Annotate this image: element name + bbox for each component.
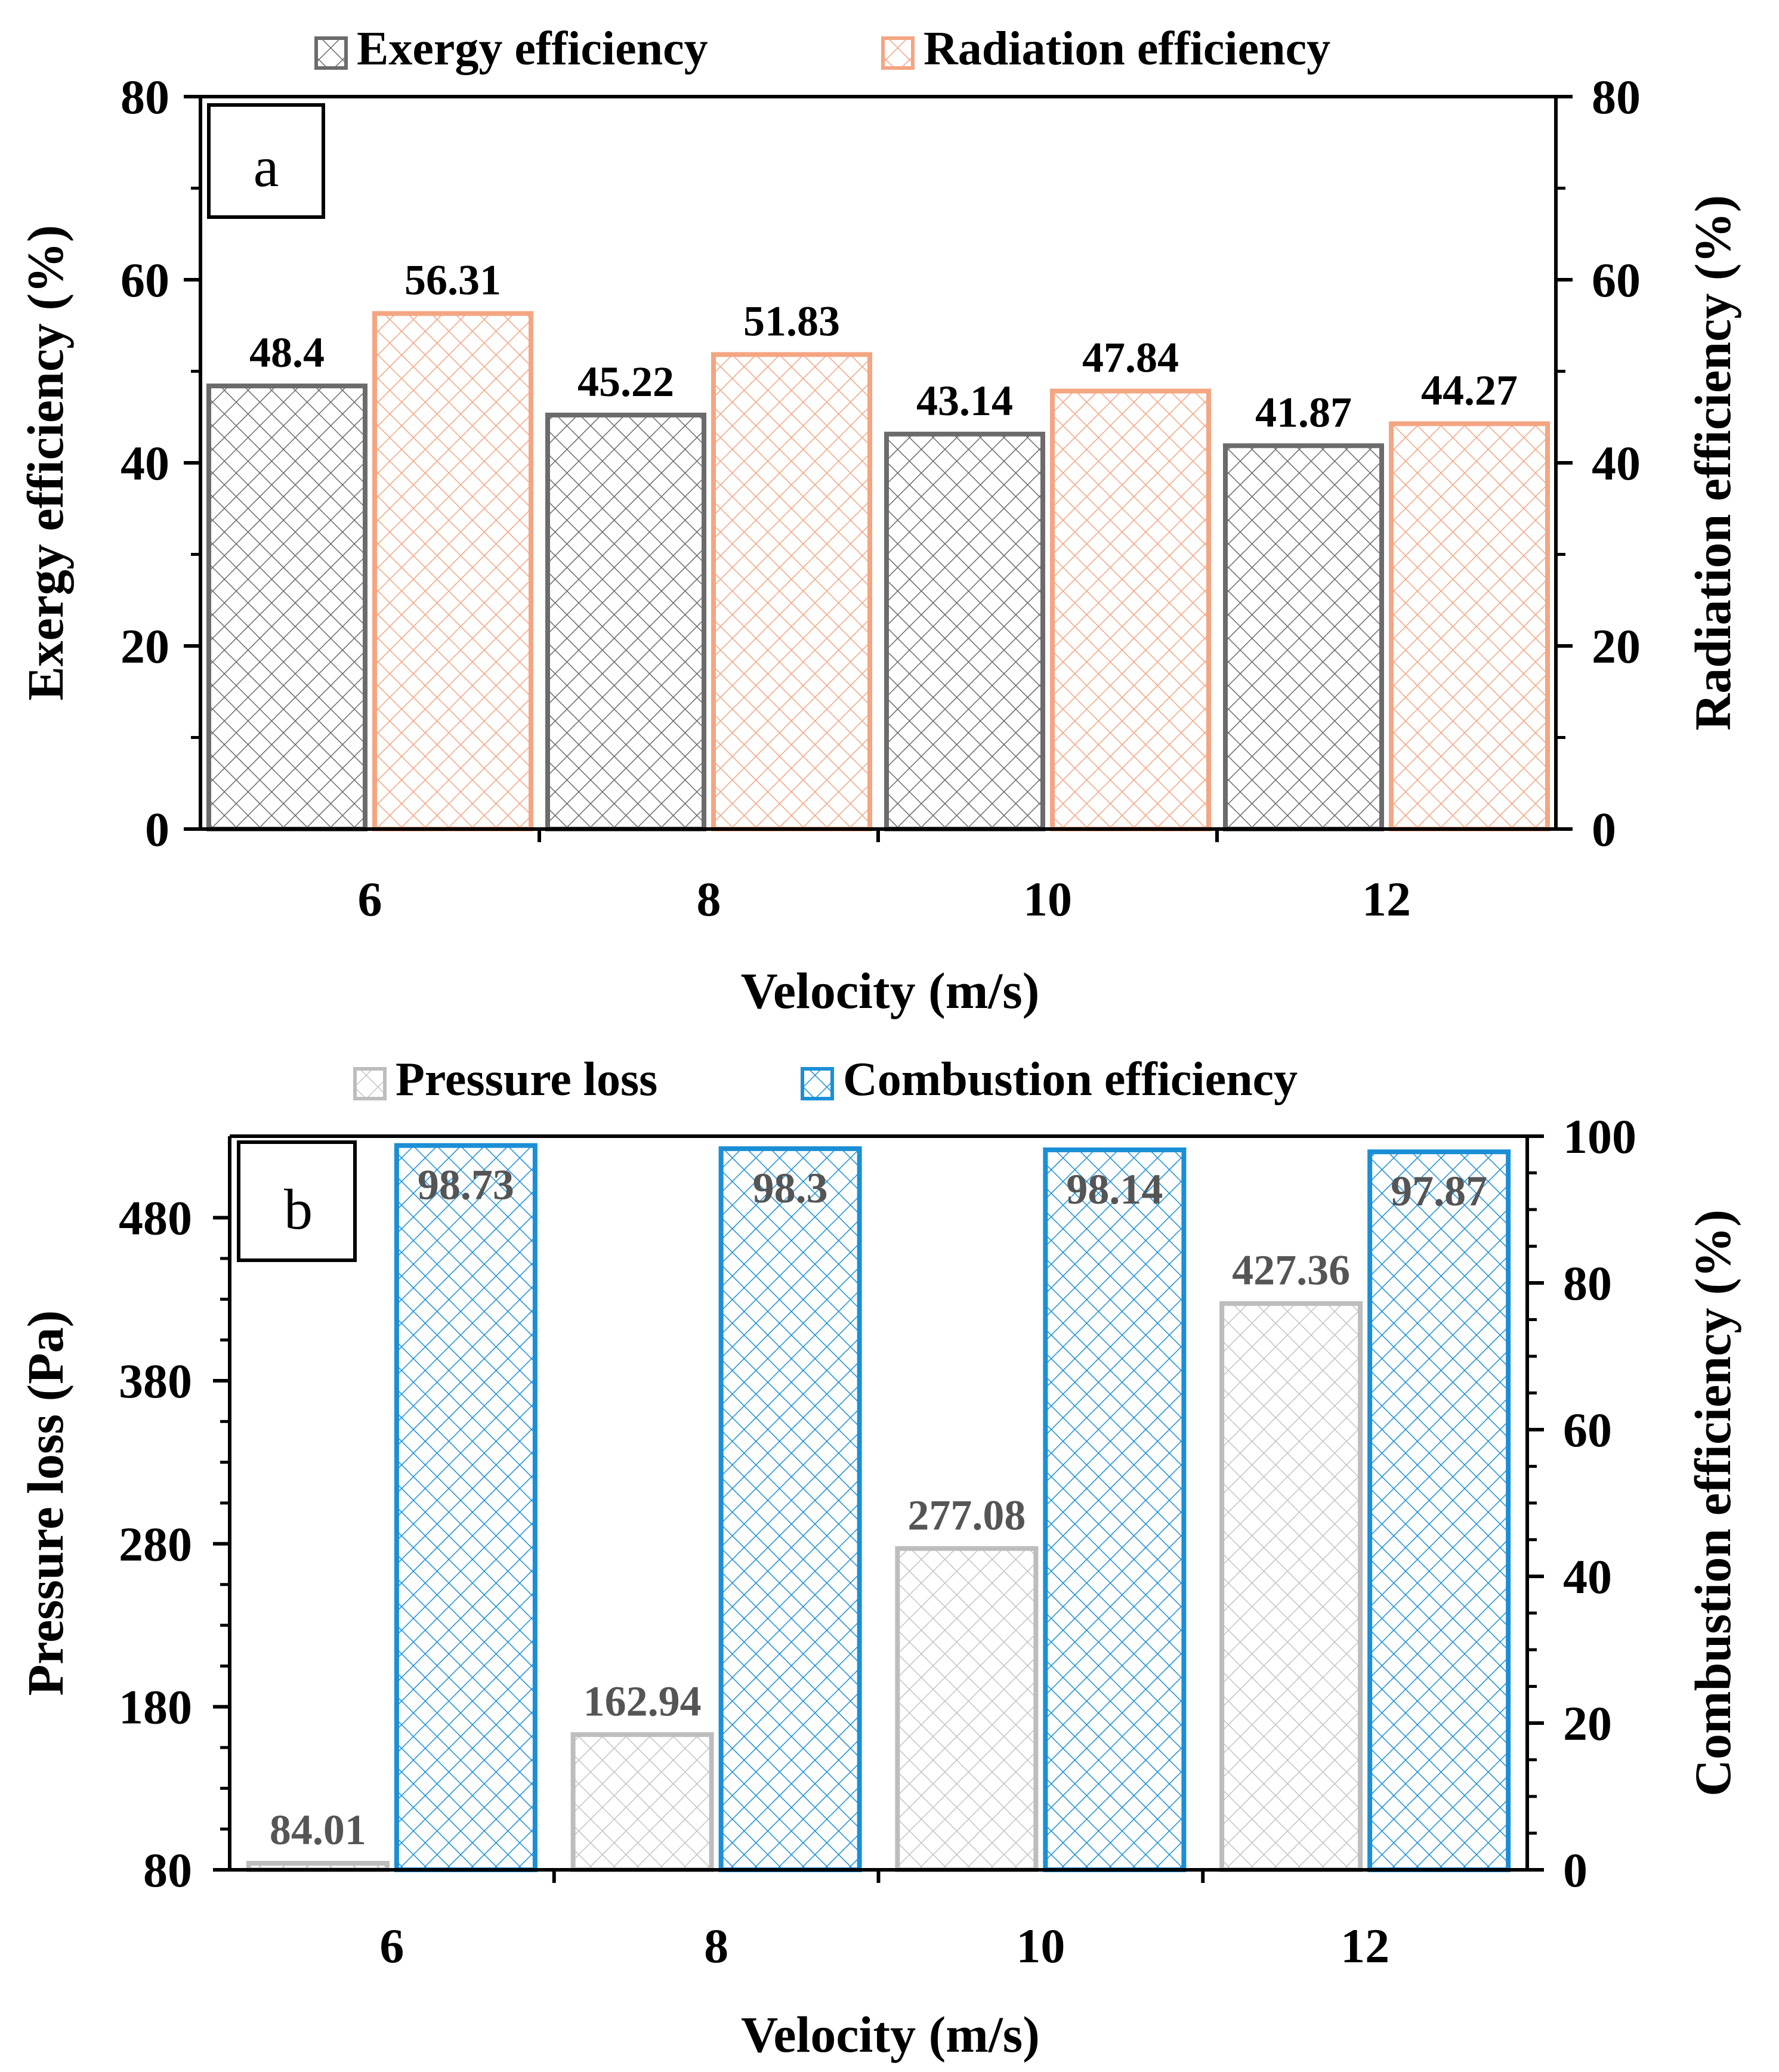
bar-exergy-efficiency-10 bbox=[884, 431, 1045, 831]
data-label: 41.87 bbox=[1255, 388, 1352, 436]
x-tick-label: 10 bbox=[1023, 872, 1072, 926]
data-label: 44.27 bbox=[1421, 366, 1518, 414]
data-label: 97.87 bbox=[1391, 1167, 1487, 1215]
data-label: 56.31 bbox=[404, 256, 501, 304]
data-label: 98.73 bbox=[418, 1161, 514, 1209]
bar-combustion-efficiency-8 bbox=[718, 1146, 862, 1872]
x-tick-label: 6 bbox=[358, 872, 382, 926]
panel-label: a bbox=[254, 135, 279, 199]
bar-radiation-efficiency-8 bbox=[711, 352, 872, 831]
data-label: 47.84 bbox=[1082, 334, 1179, 382]
x-tick-label: 10 bbox=[1016, 1919, 1065, 1973]
bar-pressure-loss-12 bbox=[1219, 1301, 1363, 1872]
bar-combustion-efficiency-12 bbox=[1367, 1149, 1511, 1872]
bar-radiation-efficiency-6 bbox=[372, 311, 533, 831]
y-tick-label-left: 40 bbox=[121, 436, 169, 490]
bar-combustion-efficiency-6 bbox=[394, 1143, 538, 1872]
bar-exergy-efficiency-8 bbox=[545, 412, 706, 831]
y-tick-label-right: 80 bbox=[1592, 70, 1641, 124]
y-tick-label-right: 40 bbox=[1592, 436, 1641, 490]
x-tick-label: 6 bbox=[379, 1919, 404, 1973]
data-label: 45.22 bbox=[577, 358, 674, 406]
data-label: 48.4 bbox=[249, 329, 325, 376]
y-axis-title-right: Radiation efficiency (%) bbox=[1684, 195, 1741, 731]
data-label: 98.3 bbox=[753, 1164, 828, 1212]
y-tick-label-right: 40 bbox=[1563, 1550, 1612, 1604]
y-axis-title-right: Combustion efficiency (%) bbox=[1684, 1210, 1741, 1796]
y-tick-label-right: 0 bbox=[1563, 1843, 1587, 1897]
bar-pressure-loss-8 bbox=[570, 1732, 714, 1873]
x-tick-label: 12 bbox=[1362, 872, 1411, 926]
bar-combustion-efficiency-10 bbox=[1043, 1147, 1187, 1872]
data-label: 98.14 bbox=[1066, 1165, 1163, 1213]
y-tick-label-left: 180 bbox=[119, 1680, 192, 1734]
y-tick-label-right: 0 bbox=[1592, 802, 1616, 856]
legend-swatch-right bbox=[881, 36, 915, 70]
y-tick-label-left: 20 bbox=[121, 619, 169, 673]
data-label: 162.94 bbox=[583, 1677, 702, 1725]
legend-label-left: Pressure loss bbox=[396, 1053, 657, 1106]
y-axis-title-left: Pressure loss (Pa) bbox=[17, 1310, 74, 1696]
x-tick-label: 8 bbox=[704, 1919, 728, 1973]
y-tick-label-left: 280 bbox=[119, 1517, 192, 1571]
panel-label: b bbox=[284, 1177, 313, 1241]
chart-panel-a: Exergy efficiency Radiation efficiency 48.… bbox=[17, 23, 1741, 1019]
x-axis-title: Velocity (m/s) bbox=[741, 2006, 1040, 2063]
bar-radiation-efficiency-10 bbox=[1050, 388, 1211, 831]
chart-panel-b: Pressure loss Combustion efficiency 84.01 9… bbox=[17, 1053, 1741, 2063]
panel-label-box bbox=[237, 1140, 357, 1262]
data-label: 277.08 bbox=[907, 1491, 1026, 1539]
y-tick-label-right: 80 bbox=[1563, 1256, 1612, 1310]
data-label: 51.83 bbox=[743, 297, 840, 345]
legend-label-right: Radiation efficiency bbox=[924, 23, 1330, 75]
legend-label-left: Exergy efficiency bbox=[357, 23, 708, 75]
y-tick-label-right: 60 bbox=[1592, 253, 1641, 307]
y-tick-label-left: 380 bbox=[119, 1354, 192, 1408]
x-tick-label: 12 bbox=[1341, 1919, 1389, 1973]
y-tick-label-right: 20 bbox=[1592, 619, 1641, 673]
data-label: 84.01 bbox=[270, 1806, 366, 1854]
x-axis-title: Velocity (m/s) bbox=[741, 962, 1040, 1019]
y-tick-label-left: 60 bbox=[121, 253, 169, 307]
bar-pressure-loss-10 bbox=[895, 1546, 1039, 1873]
bar-exergy-efficiency-6 bbox=[206, 384, 367, 831]
panel-label-box bbox=[207, 103, 325, 219]
y-tick-label-right: 20 bbox=[1563, 1696, 1612, 1751]
x-tick-label: 8 bbox=[697, 872, 721, 926]
y-tick-label-left: 80 bbox=[143, 1843, 192, 1897]
legend-swatch-left bbox=[353, 1067, 387, 1100]
data-label: 43.14 bbox=[916, 377, 1013, 425]
bar-exergy-efficiency-12 bbox=[1223, 443, 1384, 831]
y-tick-label-left: 80 bbox=[121, 70, 169, 124]
data-label: 427.36 bbox=[1232, 1247, 1350, 1294]
legend-label-right: Combustion efficiency bbox=[843, 1053, 1298, 1106]
legend-swatch-left bbox=[314, 36, 348, 70]
y-tick-label-left: 480 bbox=[119, 1191, 192, 1245]
legend-swatch-right bbox=[801, 1067, 834, 1100]
y-tick-label-left: 0 bbox=[145, 802, 169, 856]
y-tick-label-right: 100 bbox=[1563, 1109, 1636, 1164]
bar-radiation-efficiency-12 bbox=[1389, 421, 1550, 831]
y-axis-title-left: Exergy efficiency (%) bbox=[17, 225, 74, 701]
y-tick-label-right: 60 bbox=[1563, 1403, 1612, 1457]
